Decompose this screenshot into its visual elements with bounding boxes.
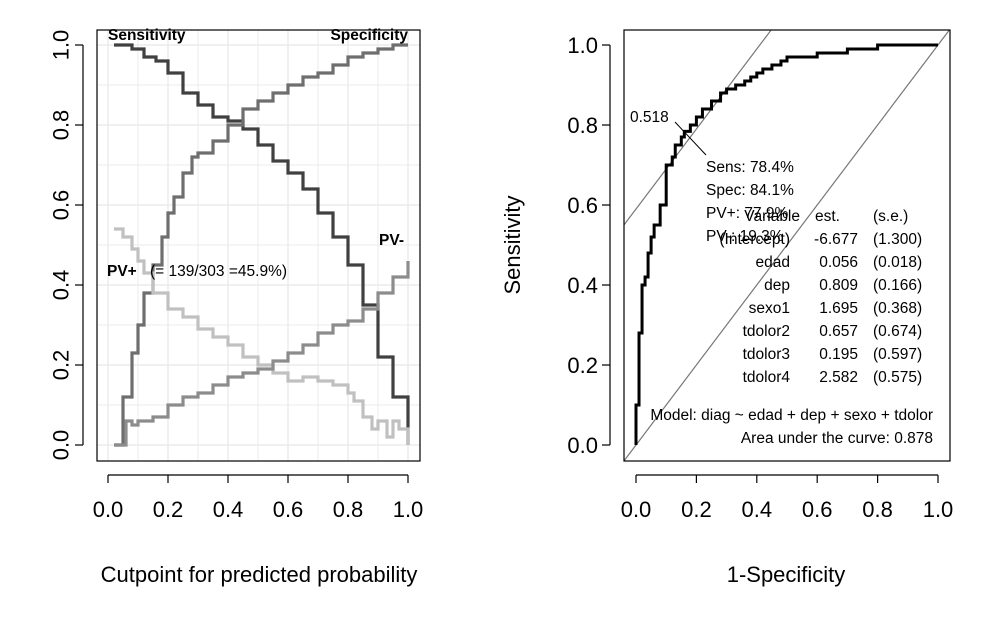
model-table-se: (1.300) bbox=[873, 231, 922, 248]
model-table-se: (0.166) bbox=[873, 277, 922, 294]
y-tick-label: 0.8 bbox=[567, 113, 598, 138]
model-table-variable: tdolor2 bbox=[743, 323, 790, 340]
y-tick-label: 0.8 bbox=[49, 110, 74, 141]
cut-label-leader bbox=[674, 121, 707, 156]
cut-point-stat: Spec: 84.1% bbox=[706, 182, 794, 199]
x-tick-label: 0.4 bbox=[742, 497, 773, 522]
x-tick-label: 0.8 bbox=[862, 497, 893, 522]
model-table-estimate: 0.056 bbox=[819, 254, 858, 271]
y-tick-label: 1.0 bbox=[567, 33, 598, 58]
model-table-estimate: 1.695 bbox=[819, 300, 858, 317]
roc-axes: 0.0 0.2 0.4 0.6 0.8 1.0 0.0 0.2 0.4 0.6 0.8 1.0 bbox=[567, 33, 953, 522]
series-line-pv- bbox=[114, 261, 410, 447]
y-tick-label: 0.0 bbox=[49, 430, 74, 461]
specificity-annotation: Specificity bbox=[330, 27, 408, 44]
y-tick-label: 1.0 bbox=[49, 30, 74, 61]
x-tick-label: 0.2 bbox=[153, 497, 184, 522]
x-tick-label: 1.0 bbox=[923, 497, 954, 522]
model-table-estimate: 0.809 bbox=[819, 277, 858, 294]
cut-point-stat: PV-: 19.3% bbox=[706, 228, 784, 245]
cutpoint-panel: 0.0 0.2 0.4 0.6 0.8 1.0 0.0 0.2 0.4 0.6 0.8 1.0 Sen… bbox=[49, 27, 424, 587]
model-formula: Model: diag ~ edad + dep + sexo + tdolor bbox=[650, 407, 933, 424]
prevalence-annotation: (= 139/303 =45.9%) bbox=[150, 263, 287, 280]
cutpoint-plot-frame bbox=[96, 29, 421, 462]
model-coefficient-table: Variable est. (s.e.) (Intercept) -6.677 (1.30… bbox=[719, 208, 922, 386]
model-table-se: (0.597) bbox=[873, 346, 922, 363]
model-table-se: (0.368) bbox=[873, 300, 922, 317]
model-table-header: (s.e.) bbox=[873, 208, 908, 225]
model-table-variable: tdolor4 bbox=[743, 369, 791, 386]
y-tick-label: 0.2 bbox=[567, 353, 598, 378]
series-line-sensitivity bbox=[114, 43, 410, 445]
roc-curve bbox=[634, 43, 938, 445]
x-tick-label: 0.6 bbox=[802, 497, 833, 522]
cut-point-stat: Sens: 78.4% bbox=[706, 159, 794, 176]
model-table-variable: dep bbox=[764, 277, 790, 294]
cutpoint-curves bbox=[114, 43, 410, 447]
x-tick-label: 0.6 bbox=[273, 497, 304, 522]
sensitivity-annotation: Sensitivity bbox=[108, 27, 186, 44]
cutpoint-x-axis-label: Cutpoint for predicted probability bbox=[101, 562, 418, 587]
model-table-se: (0.575) bbox=[873, 369, 922, 386]
x-tick-label: 0.0 bbox=[93, 497, 124, 522]
y-tick-label: 0.2 bbox=[49, 350, 74, 381]
model-table-variable: (Intercept) bbox=[719, 231, 790, 248]
model-table-variable: tdolor3 bbox=[743, 346, 790, 363]
cutpoint-axes: 0.0 0.2 0.4 0.6 0.8 1.0 0.0 0.2 0.4 0.6 0.8 1.0 bbox=[49, 30, 424, 522]
pv-minus-annotation: PV- bbox=[379, 232, 404, 249]
cut-point-stats: Sens: 78.4% Spec: 84.1% PV+: 77.9% PV-: 19.… bbox=[706, 159, 794, 245]
x-tick-label: 0.0 bbox=[621, 497, 652, 522]
model-table-header: Variable bbox=[744, 208, 800, 225]
diagonal-reference-line bbox=[624, 30, 950, 461]
x-tick-label: 0.4 bbox=[213, 497, 244, 522]
roc-y-axis-label: Sensitivity bbox=[500, 195, 525, 294]
x-tick-label: 1.0 bbox=[393, 497, 424, 522]
cutpoint-grid bbox=[97, 30, 420, 461]
y-tick-label: 0.6 bbox=[49, 190, 74, 221]
roc-curves bbox=[624, 30, 950, 461]
model-table-se: (0.018) bbox=[873, 254, 922, 271]
roc-x-axis-label: 1-Specificity bbox=[727, 562, 846, 587]
series-line-specificity bbox=[114, 43, 408, 447]
y-tick-label: 0.4 bbox=[567, 273, 598, 298]
model-table-estimate: 2.582 bbox=[819, 369, 858, 386]
x-tick-label: 0.8 bbox=[333, 497, 364, 522]
cut-point-stat: PV+: 77.9% bbox=[706, 205, 789, 222]
tangent-reference-line bbox=[624, 30, 772, 226]
series-line-pv- bbox=[114, 227, 410, 445]
model-table-variable: sexo1 bbox=[749, 300, 790, 317]
model-table-estimate: 0.195 bbox=[819, 346, 858, 363]
model-table-estimate: -6.677 bbox=[814, 231, 858, 248]
pv-plus-annotation: PV+ bbox=[107, 263, 137, 280]
roc-panel: 0.0 0.2 0.4 0.6 0.8 1.0 0.0 0.2 0.4 0.6 0.8 1.0 0.5… bbox=[500, 29, 953, 587]
model-table-estimate: 0.657 bbox=[819, 323, 858, 340]
x-tick-label: 0.2 bbox=[681, 497, 712, 522]
roc-plot-frame bbox=[623, 29, 951, 462]
y-tick-label: 0.0 bbox=[567, 433, 598, 458]
model-table-variable: edad bbox=[756, 254, 790, 271]
y-tick-label: 0.4 bbox=[49, 270, 74, 301]
auc-label: Area under the curve: 0.878 bbox=[741, 430, 933, 447]
model-table-header: est. bbox=[815, 208, 840, 225]
model-table-se: (0.674) bbox=[873, 323, 922, 340]
y-tick-label: 0.6 bbox=[567, 193, 598, 218]
cut-point-label: 0.518 bbox=[630, 109, 669, 126]
